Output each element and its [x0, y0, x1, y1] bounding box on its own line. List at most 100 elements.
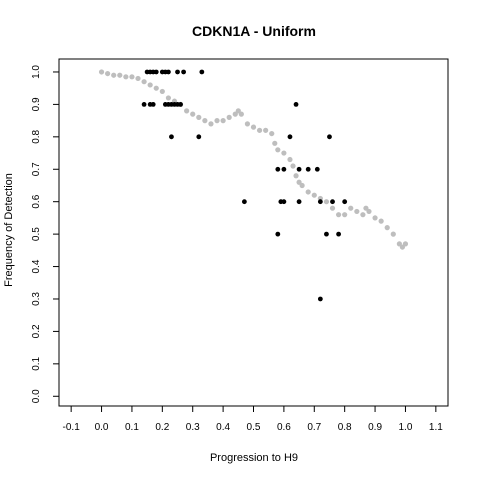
x-tick-label: 0.3	[186, 422, 200, 433]
trend-point	[372, 215, 378, 221]
observed-series	[141, 69, 348, 302]
observed-point	[305, 166, 311, 172]
trend-point	[363, 205, 369, 211]
observed-point	[317, 296, 323, 302]
observed-point	[287, 134, 293, 140]
trend-point	[250, 124, 257, 130]
trend-point	[390, 231, 396, 237]
trend-point	[281, 150, 287, 156]
trend-point	[117, 72, 123, 78]
observed-point	[281, 199, 287, 205]
observed-point	[324, 231, 329, 237]
y-tick-label: 0.8	[31, 129, 42, 143]
observed-point	[241, 199, 247, 205]
trend-point	[235, 108, 241, 114]
trend-point	[402, 241, 409, 247]
y-tick-label: 0.1	[31, 356, 42, 370]
x-tick-label: 1.0	[399, 422, 413, 433]
trend-point	[287, 156, 293, 163]
chart-title: CDKN1A - Uniform	[192, 23, 316, 39]
trend-point	[226, 114, 232, 120]
trend-point	[135, 75, 141, 82]
observed-point	[199, 69, 205, 75]
trend-point	[305, 189, 311, 195]
x-tick-label: 0.7	[307, 422, 321, 433]
x-tick-label: 0.9	[368, 422, 382, 433]
observed-point	[178, 102, 183, 107]
observed-point	[181, 69, 187, 75]
observed-point	[153, 69, 159, 75]
trend-series	[98, 69, 409, 250]
trend-point	[293, 173, 299, 179]
trend-point	[272, 140, 278, 146]
trend-point	[202, 118, 208, 124]
observed-point	[166, 69, 171, 75]
trend-point	[384, 225, 390, 231]
x-tick-label: 0.6	[277, 422, 291, 433]
y-axis-label: Frequency of Detection	[3, 173, 15, 287]
trend-point	[141, 79, 147, 85]
observed-point	[314, 166, 320, 172]
x-tick-label: 0.4	[216, 422, 230, 433]
trend-point	[153, 85, 159, 91]
trend-point	[275, 147, 281, 153]
observed-point	[150, 102, 156, 107]
trend-point	[354, 208, 360, 215]
trend-point	[129, 74, 135, 80]
observed-point	[141, 102, 147, 107]
trend-point	[123, 74, 129, 80]
observed-point	[275, 166, 281, 172]
observed-point	[169, 134, 174, 140]
trend-point	[263, 127, 269, 133]
y-tick-label: 0.6	[31, 194, 42, 208]
observed-point	[336, 231, 341, 237]
x-tick-label: 0.0	[95, 422, 109, 433]
x-tick-label: 0.1	[125, 422, 139, 433]
y-tick-label: 0.3	[31, 292, 42, 306]
observed-point	[327, 134, 332, 140]
trend-point	[348, 205, 354, 211]
y-tick-label: 0.5	[31, 227, 42, 241]
observed-point	[296, 199, 302, 205]
trend-point	[269, 130, 275, 137]
trend-point	[165, 95, 172, 101]
trend-point	[98, 69, 105, 75]
trend-point	[159, 88, 165, 95]
x-tick-label: 0.5	[247, 422, 261, 433]
trend-point	[190, 111, 196, 117]
trend-point	[244, 121, 251, 127]
observed-point	[275, 231, 281, 237]
trend-point	[232, 111, 238, 117]
observed-point	[281, 166, 287, 172]
trend-point	[111, 72, 117, 78]
y-tick-label: 0.4	[31, 259, 42, 273]
y-tick-label: 0.2	[31, 324, 42, 338]
observed-point	[296, 166, 302, 172]
y-axis: 0.0 0.1 0.2 0.3 0.4 0.5 0.6 0.7 0.8 0.9 1.0	[31, 65, 59, 403]
observed-point	[196, 134, 202, 140]
plot-frame	[58, 58, 449, 407]
trend-point	[105, 70, 111, 77]
y-tick-label: 0.9	[31, 97, 42, 111]
trend-point	[329, 205, 336, 211]
trend-point	[184, 108, 190, 114]
trend-point	[366, 208, 372, 215]
trend-point	[290, 163, 296, 169]
observed-point	[330, 199, 335, 205]
x-axis: -0.1 0.0 0.1 0.2 0.3 0.4 0.5 0.6 0.7 0.8 0.9 1.0 1.1	[63, 406, 443, 433]
trend-point	[208, 121, 214, 127]
trend-point	[342, 212, 348, 218]
trend-point	[360, 212, 366, 218]
trend-point	[323, 199, 330, 205]
y-tick-label: 0.7	[31, 162, 42, 176]
trend-point	[238, 111, 244, 117]
trend-point	[399, 244, 406, 250]
x-tick-label: 1.1	[429, 422, 443, 433]
trend-point	[296, 179, 302, 185]
trend-point	[311, 192, 317, 198]
trend-point	[378, 218, 384, 224]
y-tick-label: 1.0	[31, 65, 42, 79]
y-tick-label: 0.0	[31, 389, 42, 403]
